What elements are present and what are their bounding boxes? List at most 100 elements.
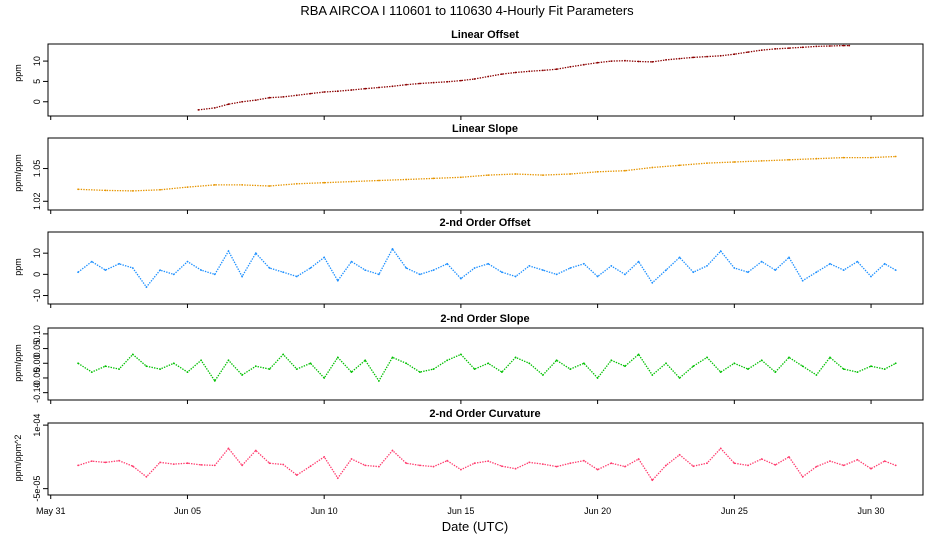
data-point bbox=[747, 464, 749, 467]
y-axis-label: ppm bbox=[13, 258, 23, 276]
data-point bbox=[227, 447, 230, 450]
y-tick-label: 0.05 bbox=[32, 340, 42, 358]
data-point bbox=[145, 286, 148, 288]
data-point bbox=[104, 365, 107, 368]
data-point bbox=[432, 368, 435, 370]
data-point bbox=[213, 464, 216, 467]
data-point bbox=[391, 356, 394, 359]
y-axis-label: ppm bbox=[13, 64, 23, 82]
data-point bbox=[637, 260, 640, 263]
data-series-line bbox=[77, 247, 897, 289]
data-point bbox=[378, 465, 380, 468]
data-point bbox=[309, 267, 312, 269]
data-point bbox=[241, 275, 244, 278]
data-point bbox=[268, 96, 271, 99]
data-series-line bbox=[198, 44, 850, 111]
panel-second-order-offset: 2-nd Order Offset ppm -10 0 10 bbox=[13, 217, 924, 308]
data-point bbox=[610, 462, 613, 465]
data-point bbox=[747, 51, 749, 53]
data-point bbox=[268, 462, 271, 465]
data-point bbox=[528, 362, 531, 365]
data-point bbox=[733, 462, 736, 465]
data-point bbox=[487, 75, 490, 78]
data-point bbox=[706, 265, 708, 267]
data-point bbox=[391, 248, 394, 250]
data-point bbox=[801, 365, 804, 368]
plot-frame bbox=[47, 137, 924, 211]
data-point bbox=[172, 463, 175, 465]
data-point bbox=[268, 185, 271, 187]
data-point bbox=[801, 475, 804, 478]
data-point bbox=[760, 49, 763, 51]
data-point bbox=[569, 462, 572, 465]
data-point bbox=[419, 371, 421, 373]
data-point bbox=[610, 60, 613, 62]
data-point bbox=[323, 256, 326, 259]
data-point bbox=[336, 356, 339, 359]
data-point bbox=[378, 380, 380, 382]
plot-frame bbox=[47, 327, 924, 401]
data-point bbox=[213, 184, 216, 186]
data-point bbox=[364, 464, 367, 467]
data-point bbox=[774, 464, 777, 466]
data-point bbox=[186, 462, 189, 465]
data-point bbox=[378, 86, 380, 89]
data-point bbox=[894, 155, 897, 158]
data-point bbox=[323, 456, 326, 458]
data-point bbox=[870, 467, 872, 470]
data-point bbox=[405, 178, 408, 181]
data-point bbox=[295, 275, 298, 278]
data-point bbox=[555, 68, 558, 71]
data-point bbox=[473, 368, 476, 370]
data-point bbox=[77, 464, 79, 467]
data-point bbox=[295, 474, 298, 476]
data-point bbox=[870, 365, 872, 368]
data-series-line bbox=[77, 353, 897, 383]
data-point bbox=[747, 271, 749, 274]
data-point bbox=[295, 94, 298, 97]
data-point bbox=[760, 160, 763, 162]
y-tick-label: 1.02 bbox=[32, 193, 42, 211]
data-point bbox=[432, 465, 435, 468]
data-point bbox=[131, 267, 134, 269]
data-point bbox=[651, 374, 654, 376]
data-point bbox=[446, 262, 449, 265]
data-point bbox=[254, 365, 257, 368]
data-point bbox=[542, 463, 544, 465]
data-point bbox=[829, 262, 831, 265]
panel-title: 2-nd Order Offset bbox=[439, 217, 530, 229]
data-point bbox=[145, 475, 148, 478]
main-title: RBA AIRCOA I 110601 to 110630 4-Hourly F… bbox=[300, 3, 634, 18]
data-point bbox=[118, 459, 120, 462]
data-point bbox=[197, 109, 200, 111]
data-point bbox=[460, 353, 462, 356]
data-point bbox=[90, 460, 93, 462]
data-point bbox=[596, 377, 599, 379]
data-point bbox=[815, 45, 818, 48]
data-point bbox=[432, 269, 435, 271]
y-tick-label: 10 bbox=[32, 248, 42, 258]
data-point bbox=[569, 267, 572, 269]
panel-title: 2-nd Order Slope bbox=[440, 313, 529, 325]
data-point bbox=[213, 107, 216, 109]
data-point bbox=[405, 362, 408, 365]
data-point bbox=[186, 371, 189, 373]
data-point bbox=[760, 458, 763, 460]
data-point bbox=[432, 177, 435, 180]
data-point bbox=[391, 85, 394, 88]
data-point bbox=[419, 82, 421, 85]
data-point bbox=[172, 273, 175, 276]
data-point bbox=[241, 464, 244, 467]
data-point bbox=[856, 458, 859, 461]
data-point bbox=[460, 79, 462, 82]
x-tick-label: May 31 bbox=[36, 506, 66, 516]
data-point bbox=[870, 156, 872, 159]
y-tick-label: 10 bbox=[32, 56, 42, 66]
data-point bbox=[309, 92, 312, 95]
panel-second-order-curvature: 2-nd Order Curvature ppm/ppm^2 -5e-05 1e-… bbox=[13, 408, 924, 502]
data-point bbox=[227, 103, 230, 106]
data-point bbox=[118, 368, 120, 370]
panel-linear-offset: Linear Offset ppm 0 5 10 bbox=[13, 29, 924, 120]
data-point bbox=[487, 362, 490, 365]
x-axis: May 31 Jun 05 Jun 10 Jun 15 Jun 20 Jun 25 Jun … bbox=[36, 506, 885, 516]
